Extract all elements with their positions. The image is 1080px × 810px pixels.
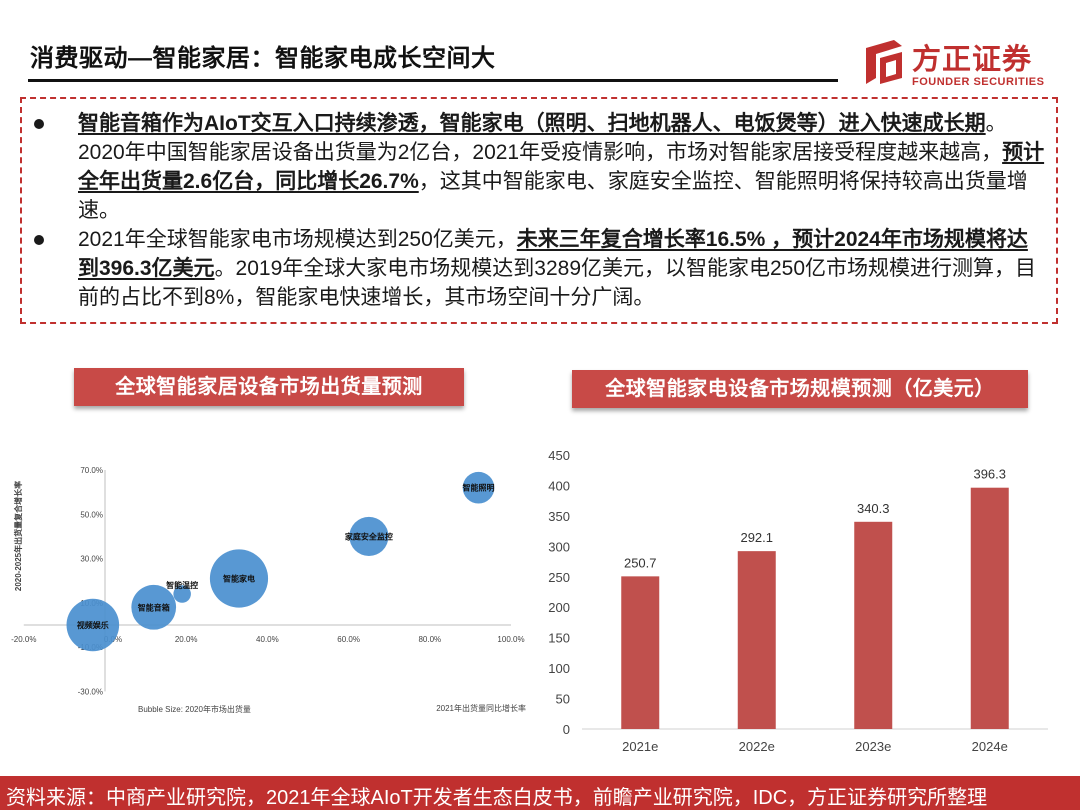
y-tick-label: 400: [548, 478, 570, 493]
bar: [970, 487, 1009, 729]
y-tick-label: 300: [548, 539, 570, 554]
bubble-point: [209, 549, 269, 608]
bubble-label: 智能家电: [223, 574, 255, 584]
x-tick-label: 100.0%: [497, 635, 524, 644]
bullet-2-seg-3: 。2019年全球大家电市场规模达到3289亿美元，以智能家电250亿市场规模进行…: [78, 257, 1037, 309]
x-tick-label: 80.0%: [418, 635, 441, 644]
bubble-chart: -20.0%20.0%40.0%60.0%80.0%100.0%0.0%70.0…: [11, 466, 526, 714]
bullet-1-seg-2: 。2020年中国智能家居设备出货量为2亿台，2021年受疫情影响，市场对智能家居…: [78, 112, 1007, 164]
bar: [854, 521, 893, 729]
brand-logo: 方正证券 FOUNDER SECURITIES: [862, 34, 1052, 94]
bar-data-label: 250.7: [624, 555, 657, 570]
bubble-label: 智能温控: [166, 580, 198, 590]
y-tick-label: 0: [563, 722, 570, 737]
bullet-1-seg-4: ，这其中智能家电、家庭安全监控、智能照明将保持较高出货量增速。: [78, 170, 1028, 222]
y-tick-label: 250: [548, 570, 570, 585]
bubble-point: [173, 585, 191, 603]
brand-name-en: FOUNDER SECURITIES: [912, 76, 1045, 88]
bubble-point: [462, 471, 495, 504]
y-axis-title: 2020-2025年出货量复合增长率: [13, 481, 23, 591]
y-tick-label: -30.0%: [78, 687, 103, 696]
bubble-size-note: Bubble Size: 2020年市场出货量: [138, 704, 251, 714]
x-tick-label: 2021e: [622, 739, 658, 754]
bubble-label: 智能照明: [463, 483, 495, 493]
bar: [737, 551, 776, 729]
bullet-2-text: 2021年全球智能家电市场规模达到250亿美元，未来三年复合增长率16.5% ，…: [78, 225, 1048, 312]
x-tick-label: 20.0%: [175, 635, 198, 644]
bubble-point: [349, 516, 389, 557]
bullet-2-seg-1: 2021年全球智能家电市场规模达到250亿美元，: [78, 228, 517, 251]
page-title: 消费驱动—智能家居：智能家电成长空间大: [30, 45, 496, 72]
bullet-1-seg-1: 智能音箱作为AIoT交互入口持续渗透，智能家电（照明、扫地机器人、电饭煲等）进入…: [78, 112, 986, 135]
header-rule: [28, 79, 838, 82]
x-tick-label: -20.0%: [11, 635, 36, 644]
y-tick-label: 200: [548, 600, 570, 615]
y-tick-label: 50.0%: [80, 510, 103, 519]
y-tick-label: 100: [548, 661, 570, 676]
x-tick-label: 2024e: [972, 739, 1008, 754]
bullet-1-seg-3: 预计全年出货量2.6亿台，同比增长26.7%: [78, 141, 1045, 193]
bubble-label: 视频娱乐: [77, 620, 109, 630]
bar-chart: 0 50 100 150 200 250 300 350 400 450 250.7 2021e 292…: [548, 448, 1048, 754]
source-note: 资料来源：中商产业研究院，2021年全球AIoT开发者生态白皮书，前瞻产业研究院…: [6, 787, 988, 809]
bullet-1-text: 智能音箱作为AIoT交互入口持续渗透，智能家电（照明、扫地机器人、电饭煲等）进入…: [78, 109, 1048, 225]
brand-name-cn: 方正证券: [912, 44, 1033, 76]
bar-data-label: 396.3: [973, 467, 1006, 482]
footer-bar: 资料来源：中商产业研究院，2021年全球AIoT开发者生态白皮书，前瞻产业研究院…: [0, 776, 1080, 810]
y-tick-label: 450: [548, 448, 570, 463]
y-tick-label: 150: [548, 631, 570, 646]
bullet-dot: [34, 119, 44, 129]
y-tick-label: 350: [548, 509, 570, 524]
x-axis-title: 2021年出货量同比增长率: [436, 703, 526, 713]
brand-logo-icon: [866, 40, 902, 84]
summary-box: 智能音箱作为AIoT交互入口持续渗透，智能家电（照明、扫地机器人、电饭煲等）进入…: [20, 97, 1058, 324]
bar: [621, 576, 660, 729]
bar-data-label: 292.1: [740, 530, 773, 545]
bubble-label: 智能音箱: [138, 602, 170, 612]
x-tick-label: 2022e: [739, 739, 775, 754]
x-tick-label: 60.0%: [337, 635, 360, 644]
bar-chart-title: 全球智能家电设备市场规模预测（亿美元）: [572, 370, 1028, 408]
x-tick-label: 40.0%: [256, 635, 279, 644]
y-tick-label: 70.0%: [80, 466, 103, 475]
bubble-point: [131, 584, 177, 630]
bullet-dot: [34, 235, 44, 245]
x-tick-label: 2023e: [855, 739, 891, 754]
bullet-2-seg-2: 未来三年复合增长率16.5% ，预计2024年市场规模将达到396.3亿美元: [78, 228, 1028, 280]
bubble-point: [66, 598, 120, 652]
bubble-chart-title: 全球智能家居设备市场出货量预测: [74, 368, 464, 406]
bubble-label: 家庭安全监控: [345, 531, 393, 541]
bar-data-label: 340.3: [857, 501, 890, 516]
y-tick-label: 30.0%: [80, 555, 103, 564]
y-tick-label: 50: [556, 692, 570, 707]
